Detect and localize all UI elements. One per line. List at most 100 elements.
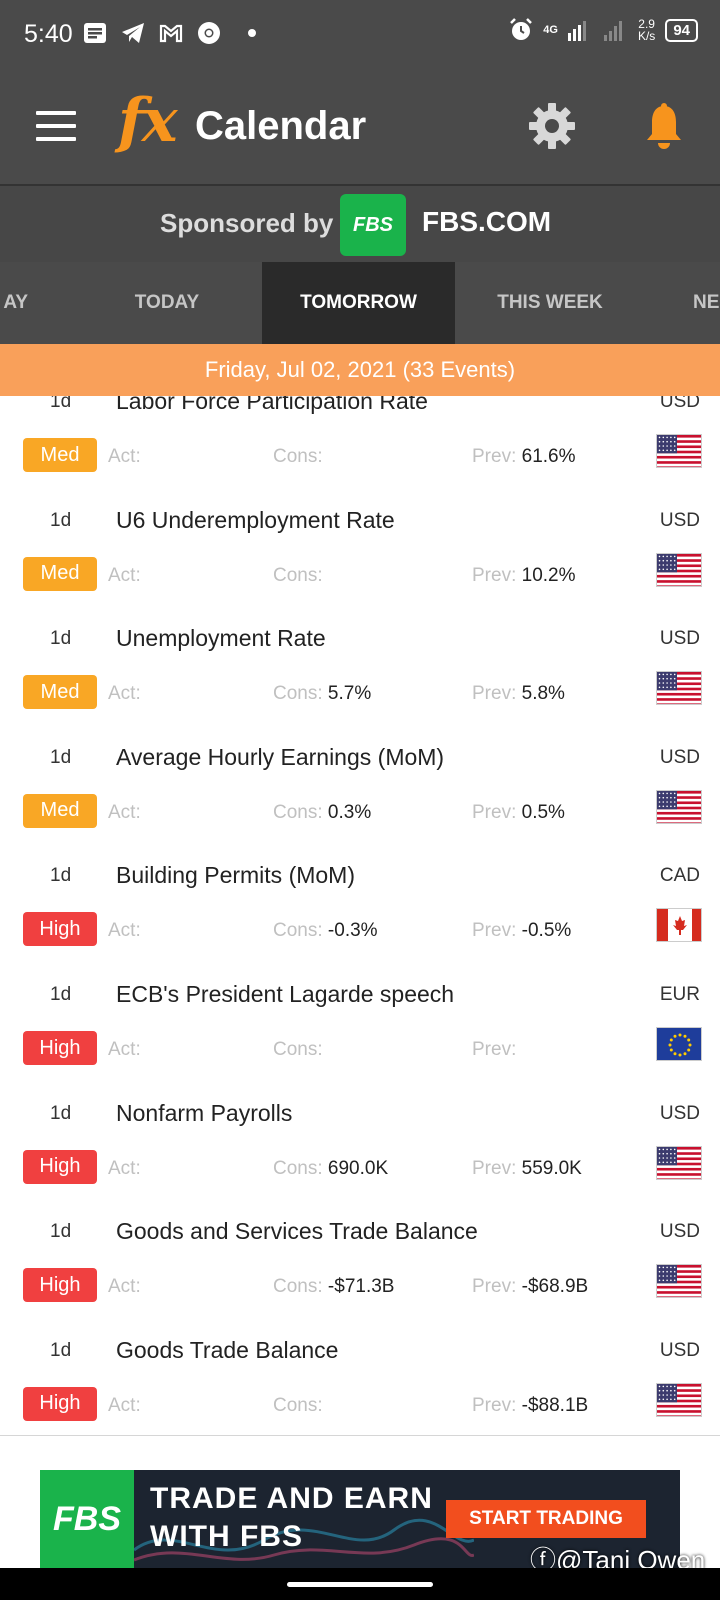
previous-value: Prev: 559.0K (472, 1158, 582, 1180)
notification-bell-icon[interactable] (644, 102, 684, 150)
status-bar: 5:40 4G 2.9 K/s 94 (0, 0, 720, 74)
consensus-value: Cons: (273, 1039, 323, 1061)
telegram-icon (122, 23, 144, 43)
previous-number: 0.5% (521, 801, 565, 823)
ad-headline: TRADE AND EARN WITH FBS (150, 1480, 433, 1556)
event-name: Unemployment Rate (116, 625, 326, 652)
previous-number: -$68.9B (521, 1276, 589, 1298)
consensus-value: Cons: 5.7% (273, 683, 371, 705)
previous-value: Prev: 5.8% (472, 683, 565, 705)
start-trading-button[interactable]: START TRADING (446, 1500, 646, 1538)
country-flag (656, 1264, 702, 1299)
signal-2-icon (603, 21, 622, 41)
event-row[interactable]: 1d Unemployment Rate USD Med Act: Cons: 5.7%… (0, 603, 720, 725)
fx-logo: fx (118, 86, 178, 156)
event-name: Nonfarm Payrolls (116, 1099, 293, 1126)
previous-label: Prev: (472, 801, 517, 823)
actual-label: Act: (108, 1039, 141, 1060)
event-name: Labor Force Participation Rate (116, 396, 428, 414)
event-name: Goods Trade Balance (116, 1336, 339, 1363)
actual-value: Act: (108, 1276, 141, 1298)
system-icons: 4G 2.9 K/s 94 (509, 18, 698, 42)
events-list[interactable]: 1d Labor Force Participation Rate USD Med Ac… (0, 396, 720, 1470)
impact-badge: High (23, 1149, 97, 1184)
menu-icon[interactable] (36, 111, 76, 141)
event-row[interactable]: 1d Goods and Services Trade Balance USD Hig… (0, 1196, 720, 1318)
actual-value: Act: (108, 446, 141, 468)
event-currency: USD (659, 396, 700, 412)
impact-badge: High (23, 1386, 97, 1421)
network-type: 4G (543, 23, 558, 36)
status-time: 5:40 (24, 20, 73, 48)
previous-value: Prev: 61.6% (472, 446, 576, 468)
previous-label: Prev: (472, 446, 517, 467)
date-header: Friday, Jul 02, 2021 (33 Events) (0, 344, 720, 396)
country-flag (656, 1027, 702, 1061)
tab-tomorrow[interactable]: TOMORROW (262, 262, 455, 344)
us-flag-icon (657, 435, 701, 467)
previous-value: Prev: -$88.1B (472, 1395, 588, 1417)
event-time: 1d (50, 1339, 72, 1361)
actual-value: Act: (108, 920, 141, 942)
country-flag (656, 1145, 702, 1180)
previous-value: Prev: -0.5% (472, 920, 571, 942)
consensus-label: Cons: (273, 446, 323, 467)
event-row[interactable]: 1d Average Hourly Earnings (MoM) USD Med Act… (0, 721, 720, 843)
notes-icon (84, 23, 106, 43)
settings-gear-icon[interactable] (528, 102, 576, 150)
impact-badge: Med (23, 675, 97, 710)
event-currency: USD (659, 746, 700, 768)
app-title: Calendar (195, 104, 367, 148)
tab-this-week[interactable]: THIS WEEK (497, 292, 603, 313)
previous-number: 5.8% (521, 683, 565, 705)
consensus-label: Cons: (273, 1394, 323, 1416)
us-flag-icon (657, 790, 701, 823)
country-flag (656, 552, 702, 587)
country-flag (656, 789, 702, 824)
previous-label: Prev: (472, 1276, 517, 1298)
impact-badge: Med (23, 556, 97, 591)
actual-label: Act: (108, 801, 141, 823)
tab-next-week[interactable]: NE (693, 292, 720, 313)
actual-value: Act: (108, 1039, 141, 1061)
actual-label: Act: (108, 1276, 141, 1298)
consensus-number: -0.3% (327, 920, 378, 942)
tab-today[interactable]: TODAY (134, 292, 200, 313)
event-currency: CAD (659, 865, 700, 887)
consensus-value: Cons: -$71.3B (273, 1276, 394, 1298)
event-row[interactable]: 1d Nonfarm Payrolls USD High Act: Cons: 690.… (0, 1077, 720, 1199)
event-name: ECB's President Lagarde speech (116, 981, 455, 1007)
app-bar: fx Calendar (0, 74, 720, 184)
event-row[interactable]: 1d ECB's President Lagarde speech EUR High A… (0, 959, 720, 1080)
actual-label: Act: (108, 564, 141, 586)
event-row[interactable]: 1d Goods Trade Balance USD High Act: Cons: P… (0, 1314, 720, 1436)
impact-badge: High (23, 912, 97, 947)
previous-label: Prev: (472, 564, 517, 586)
us-flag-icon (657, 1383, 701, 1416)
system-nav-bar (0, 1568, 720, 1600)
event-time: 1d (50, 865, 72, 887)
impact-badge: High (23, 1268, 97, 1303)
event-name: Average Hourly Earnings (MoM) (116, 743, 445, 770)
actual-label: Act: (108, 920, 141, 942)
home-gesture-handle[interactable] (287, 1582, 433, 1587)
tab-yesterday[interactable]: AY (3, 292, 28, 313)
consensus-number: 0.3% (327, 801, 372, 823)
previous-value: Prev: (472, 1039, 516, 1061)
ad-banner[interactable]: FBS TRADE AND EARN WITH FBS START TRADIN… (40, 1470, 680, 1568)
consensus-value: Cons: (273, 446, 323, 468)
event-time: 1d (50, 1102, 72, 1124)
event-row[interactable]: 1d Building Permits (MoM) CAD High Act: Cons… (0, 840, 720, 962)
sponsor-label: Sponsored by (160, 208, 334, 238)
sponsor-domain: FBS.COM (422, 206, 552, 237)
speed-value: 2.9 (638, 17, 655, 31)
impact-badge: High (23, 1031, 97, 1065)
event-row[interactable]: 1d Labor Force Participation Rate USD Med Ac… (0, 396, 720, 487)
event-row[interactable]: 1d U6 Underemployment Rate USD Med Act: Cons… (0, 484, 720, 606)
us-flag-icon (657, 1146, 701, 1179)
country-flag (656, 1382, 702, 1417)
ad-headline-line2: WITH FBS (150, 1520, 303, 1553)
sponsor-banner[interactable]: Sponsored by FBS FBS.COM (0, 184, 720, 262)
event-currency: USD (659, 1339, 700, 1361)
us-flag-icon (657, 672, 701, 705)
